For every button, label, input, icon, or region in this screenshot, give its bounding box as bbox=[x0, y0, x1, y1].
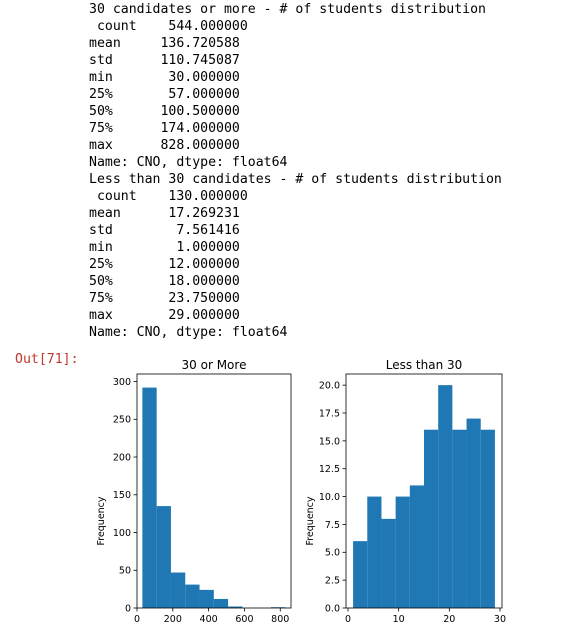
histogram-bar bbox=[199, 589, 214, 608]
histogram-bar bbox=[438, 385, 453, 608]
output-line: std 110.745087 bbox=[89, 53, 240, 68]
y-axis-label: Frequency bbox=[305, 496, 316, 545]
x-tick-label: 600 bbox=[235, 614, 253, 625]
histogram-bar bbox=[228, 606, 243, 608]
axes-frame bbox=[345, 373, 503, 609]
histogram-bar bbox=[381, 518, 396, 608]
x-tick-label: 200 bbox=[164, 614, 182, 625]
output-line: mean 136.720588 bbox=[89, 36, 240, 51]
y-tick-label: 17.5 bbox=[319, 408, 340, 419]
y-tick-label: 50 bbox=[119, 566, 131, 577]
output-line: 50% 18.000000 bbox=[89, 274, 240, 289]
output-line: count 544.000000 bbox=[89, 19, 248, 34]
y-tick-label: 7.5 bbox=[325, 520, 340, 531]
output-line: 25% 57.000000 bbox=[89, 87, 240, 102]
chart-title: Less than 30 bbox=[386, 358, 463, 372]
output-line: Less than 30 candidates - # of students … bbox=[89, 172, 502, 187]
y-tick-label: 10.0 bbox=[319, 492, 340, 503]
y-tick-label: 12.5 bbox=[319, 464, 340, 475]
output-line: count 130.000000 bbox=[89, 189, 248, 204]
output-line: 50% 100.500000 bbox=[89, 104, 240, 119]
axes-frame bbox=[136, 373, 292, 609]
chart-title: 30 or More bbox=[182, 358, 247, 372]
histogram-bar bbox=[170, 572, 186, 608]
histogram-bar bbox=[395, 496, 410, 608]
histogram-bar bbox=[367, 496, 382, 608]
y-tick-label: 250 bbox=[113, 415, 131, 426]
output-line: min 1.000000 bbox=[89, 240, 240, 255]
output-line: Name: CNO, dtype: float64 bbox=[89, 155, 288, 170]
x-tick-label: 10 bbox=[393, 614, 405, 625]
histogram-bar bbox=[185, 584, 200, 608]
y-tick-label: 200 bbox=[113, 452, 131, 463]
histogram-bar bbox=[156, 506, 171, 608]
stdout-text: 30 candidates or more - # of students di… bbox=[89, 1, 502, 341]
y-tick-label: 2.5 bbox=[325, 576, 340, 587]
output-line: max 29.000000 bbox=[89, 308, 240, 323]
histogram-bar bbox=[409, 485, 424, 608]
x-tick-label: 0 bbox=[345, 614, 351, 625]
output-line: 30 candidates or more - # of students di… bbox=[89, 2, 486, 17]
histogram-bar bbox=[353, 541, 368, 608]
y-tick-label: 100 bbox=[113, 528, 131, 539]
x-tick-label: 0 bbox=[134, 614, 140, 625]
y-tick-label: 150 bbox=[113, 490, 131, 501]
y-tick-label: 0 bbox=[125, 603, 131, 614]
y-axis-label: Frequency bbox=[96, 496, 107, 545]
x-tick-label: 800 bbox=[271, 614, 289, 625]
output-line: mean 17.269231 bbox=[89, 206, 240, 221]
output-line: 75% 23.750000 bbox=[89, 291, 240, 306]
out-prompt: Out[71]: bbox=[15, 352, 79, 367]
x-tick-label: 30 bbox=[494, 614, 506, 625]
x-tick-label: 20 bbox=[443, 614, 455, 625]
output-line: min 30.000000 bbox=[89, 70, 240, 85]
histogram-bar bbox=[424, 429, 439, 608]
histogram-bar bbox=[466, 418, 481, 608]
histogram-bar bbox=[480, 429, 495, 608]
y-tick-label: 300 bbox=[113, 377, 131, 388]
histogram-bar bbox=[142, 387, 157, 608]
histogram-bar bbox=[452, 429, 467, 608]
output-line: max 828.000000 bbox=[89, 138, 240, 153]
output-line: std 7.561416 bbox=[89, 223, 240, 238]
y-tick-label: 15.0 bbox=[319, 436, 340, 447]
y-tick-label: 5.0 bbox=[325, 548, 340, 559]
histogram-bar bbox=[213, 598, 229, 608]
y-tick-label: 0.0 bbox=[325, 603, 340, 614]
output-line: 75% 174.000000 bbox=[89, 121, 240, 136]
output-line: 25% 12.000000 bbox=[89, 257, 240, 272]
x-tick-label: 400 bbox=[200, 614, 218, 625]
output-line: Name: CNO, dtype: float64 bbox=[89, 325, 288, 340]
y-tick-label: 20.0 bbox=[319, 381, 340, 392]
